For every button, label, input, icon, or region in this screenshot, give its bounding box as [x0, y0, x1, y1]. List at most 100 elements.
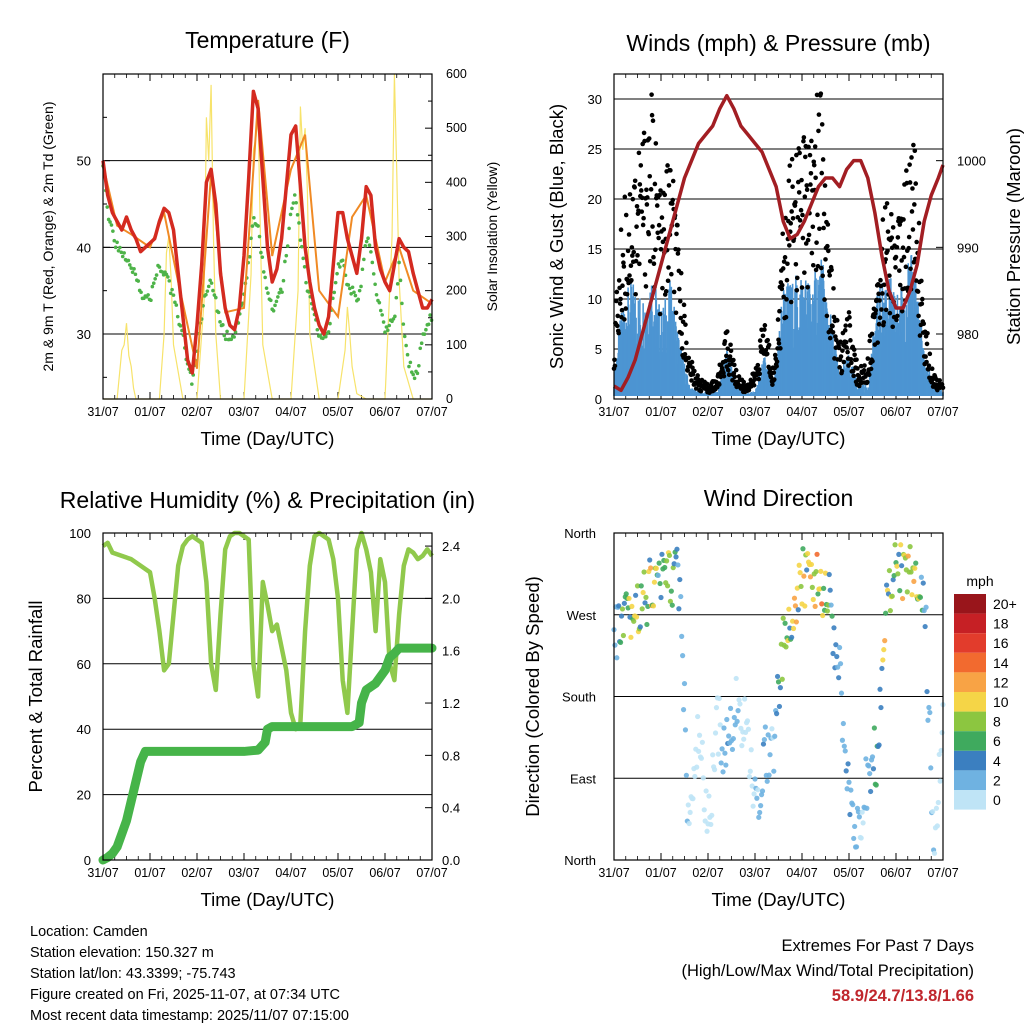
colorbar-swatch: [954, 613, 986, 634]
direction-point: [777, 685, 783, 691]
direction-point: [716, 695, 722, 702]
dewpoint-point: [271, 309, 276, 313]
dewpoint-point: [273, 303, 277, 308]
direction-point: [899, 563, 905, 569]
dewpoint-point: [119, 250, 124, 255]
x-tick-label-01/07: 01/07: [134, 866, 165, 880]
gust-point: [641, 130, 647, 136]
dewpoint-point: [393, 314, 397, 319]
dewpoint-point: [304, 280, 308, 285]
gust-point: [798, 207, 804, 213]
direction-point: [666, 552, 673, 559]
y-tick-label-20: 20: [588, 192, 602, 207]
dewpoint-point: [285, 244, 290, 248]
gust-point: [778, 346, 783, 351]
gust-point: [917, 333, 923, 338]
direction-point: [882, 638, 888, 644]
wind-direction-chart: 31/07 01/07 02/07 03/07 04/07 05/07 06/07 07/07…: [522, 485, 959, 910]
gust-point: [650, 118, 656, 123]
gust-point: [893, 265, 898, 270]
direction-point: [789, 634, 795, 640]
gust-point: [646, 231, 652, 237]
direction-point: [701, 807, 707, 813]
dewpoint-point: [221, 323, 225, 327]
gust-point: [649, 112, 655, 118]
gust-point: [651, 254, 656, 260]
dewpoint-point: [371, 272, 376, 276]
gust-point: [820, 157, 826, 162]
gust-point: [635, 253, 640, 258]
direction-point: [644, 621, 650, 628]
direction-point: [780, 615, 786, 621]
direction-point: [890, 577, 896, 583]
gust-point: [878, 277, 883, 283]
direction-point: [639, 606, 645, 612]
gust-point: [796, 190, 802, 195]
colorbar-swatch: [954, 594, 986, 614]
direction-point: [897, 588, 903, 594]
gust-point: [724, 353, 729, 359]
gust-point: [876, 321, 882, 327]
dewpoint-point: [109, 223, 114, 227]
direction-point: [643, 594, 649, 600]
dewpoint-point: [278, 287, 283, 292]
gust-point: [802, 154, 808, 160]
gust-point: [910, 186, 915, 191]
dewpoint-point: [276, 295, 280, 299]
gust-point: [760, 333, 766, 339]
direction-point: [771, 768, 777, 774]
dewpoint-point: [428, 313, 432, 317]
gust-point: [692, 368, 697, 374]
x-tick-label-31/07: 31/07: [87, 405, 118, 419]
direction-point: [629, 603, 635, 609]
direction-point: [877, 686, 883, 692]
x-tick-label-06/07: 06/07: [880, 405, 911, 419]
x-tick-label-07/07: 07/07: [416, 866, 447, 880]
gust-point: [678, 270, 684, 276]
dewpoint-point: [318, 333, 322, 338]
extremes-title: Extremes For Past 7 Days: [781, 937, 974, 955]
x-tick-label-03/07: 03/07: [228, 866, 259, 880]
y2-tick-label-1.6: 1.6: [442, 644, 460, 659]
dewpoint-point: [157, 265, 162, 269]
gust-point: [777, 308, 782, 314]
info-location: Location: Camden: [30, 924, 148, 940]
gust-point: [899, 308, 905, 314]
x-tick-label-04/07: 04/07: [786, 866, 817, 880]
gust-point: [637, 261, 642, 267]
direction-point: [619, 606, 626, 612]
dewpoint-point: [223, 337, 228, 342]
gust-point: [793, 261, 799, 267]
gust-point: [621, 260, 626, 266]
direction-point: [682, 727, 689, 733]
dewpoint-point: [290, 206, 294, 211]
direction-point: [871, 725, 877, 731]
direction-point: [748, 747, 754, 753]
direction-point: [718, 760, 724, 766]
gust-point: [827, 273, 833, 278]
direction-point: [655, 572, 661, 578]
x-tick-label-01/07: 01/07: [134, 405, 165, 419]
plot-frame: [102, 73, 433, 400]
x-tick-label-06/07: 06/07: [369, 405, 400, 419]
gust-point: [801, 135, 807, 140]
gust-point: [861, 368, 867, 373]
direction-point: [708, 821, 714, 828]
gust-point: [657, 192, 662, 198]
direction-point: [633, 592, 639, 598]
gust-point: [657, 311, 663, 317]
direction-point: [674, 546, 680, 552]
temp-2m-line: [101, 89, 434, 375]
gust-point: [889, 235, 895, 240]
gust-point: [907, 162, 912, 167]
dewpoint-point: [115, 240, 119, 245]
gust-point: [689, 378, 694, 383]
gust-point: [771, 370, 777, 375]
y2-axis-label: Solar Insolation (Yellow): [484, 162, 500, 312]
direction-point: [843, 768, 849, 774]
dewpoint-point: [315, 327, 320, 332]
dewpoint-point: [249, 236, 253, 241]
gust-point: [906, 234, 912, 240]
gust-point: [880, 217, 886, 222]
gust-point: [920, 296, 925, 302]
